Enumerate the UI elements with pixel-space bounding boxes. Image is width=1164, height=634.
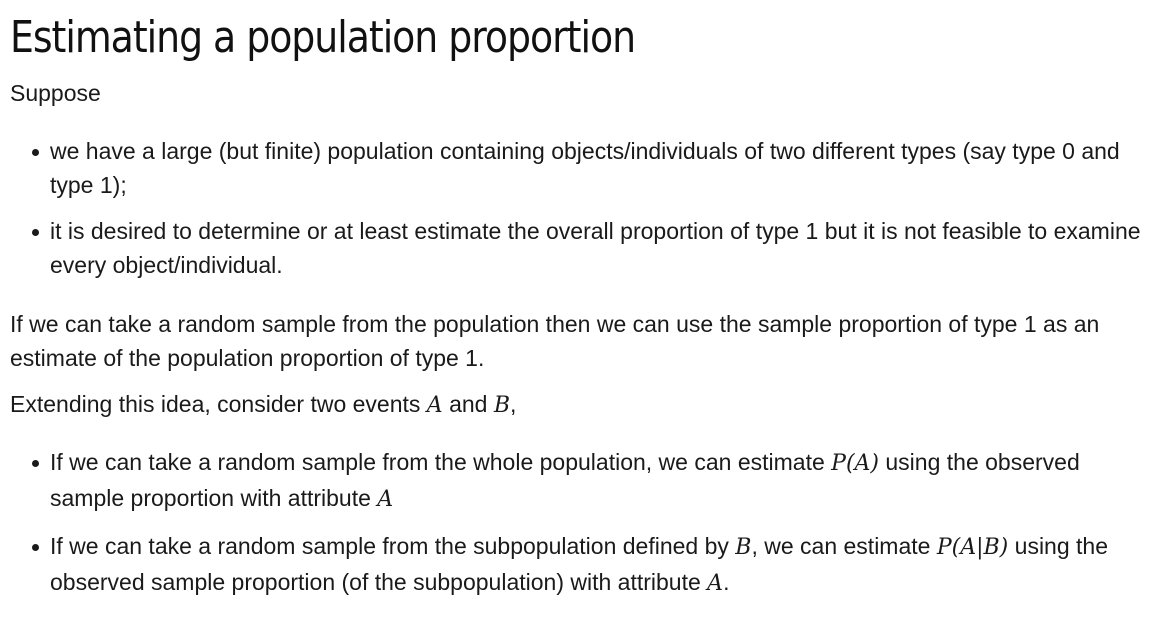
sample-proportion-paragraph: If we can take a random sample from the … [10,311,1100,371]
list-item-text: If we can take a random sample from the … [50,533,736,559]
list-item: If we can take a random sample from the … [10,529,1158,601]
list-item-text: , we can estimate [751,533,937,559]
page-title: Estimating a population proportion [10,12,636,63]
events-text-before: Extending this idea, consider two events [10,391,427,417]
math-a: A [707,571,724,596]
list-item-text: using the observed sample proportion (of… [50,533,1109,595]
events-text-middle: and [442,391,494,417]
math-b: B [735,535,752,560]
intro-text: Suppose [10,80,101,106]
list-item: it is desired to determine or at least e… [10,214,1158,282]
event-b-symbol: B [493,393,511,418]
math-p-of-a: P(A) [831,451,879,476]
list-item-text: If we can take a random sample from the … [50,449,832,475]
list-item: If we can take a random sample from the … [10,445,1158,517]
events-paragraph: Extending this idea, consider two events… [10,387,1158,423]
math-a: A [377,487,394,512]
assumption-list: we have a large (but finite) population … [10,134,1158,294]
events-text-after: , [510,391,517,417]
list-item: we have a large (but finite) population … [10,134,1158,202]
math-p-a-given-b: P(A|B) [936,535,1009,560]
estimation-list: If we can take a random sample from the … [10,445,1158,613]
event-a-symbol: A [426,393,443,418]
list-item-text: using the observed sample proportion wit… [50,449,1080,511]
list-item-text: . [723,569,730,595]
